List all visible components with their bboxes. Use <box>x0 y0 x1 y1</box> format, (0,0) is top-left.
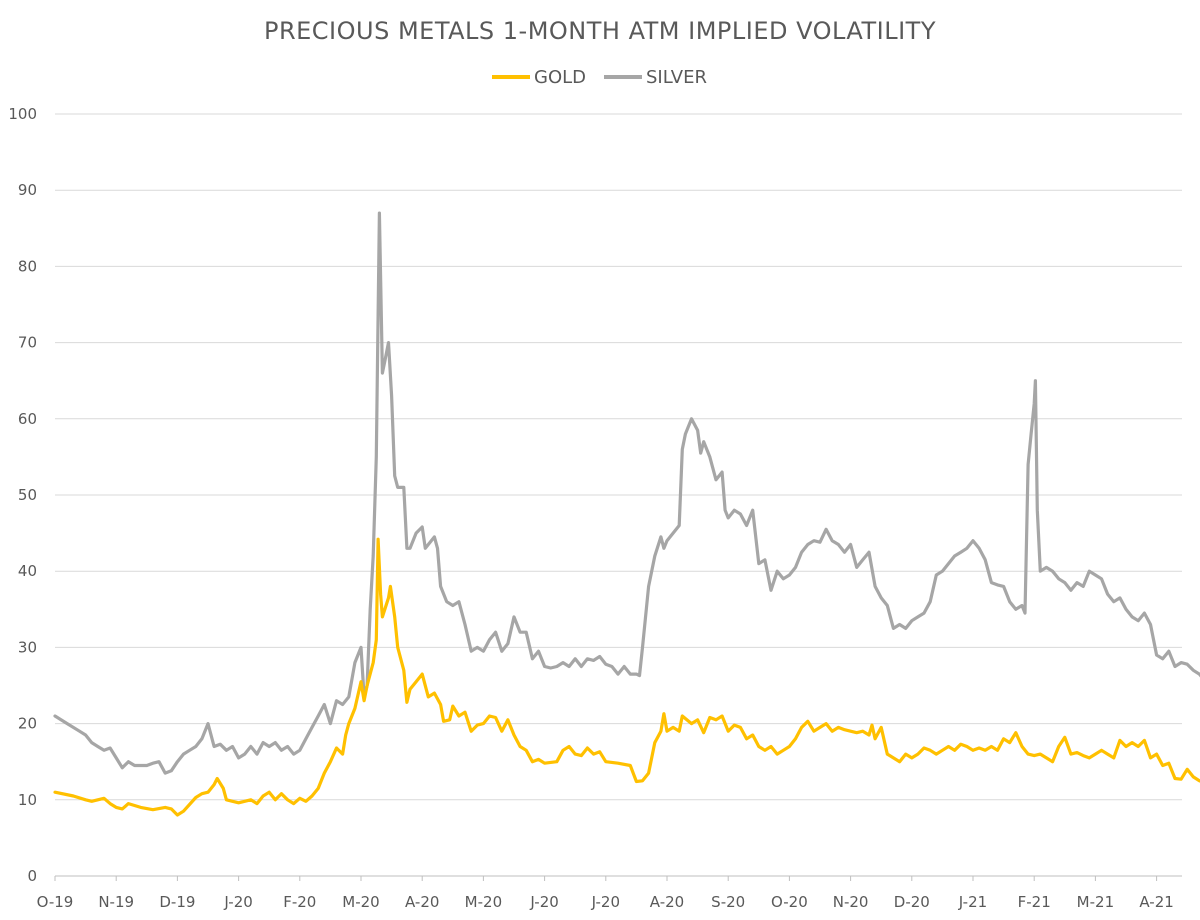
legend-label-silver: SILVER <box>646 67 707 88</box>
x-tick-label: N-20 <box>833 893 869 911</box>
y-axis: 0 10 20 30 40 50 60 70 80 90 100 <box>8 105 37 885</box>
x-tick-label: S-20 <box>711 893 745 911</box>
y-tick-label: 90 <box>18 181 37 199</box>
legend-label-gold: GOLD <box>534 67 586 88</box>
x-tick-label: O-20 <box>771 893 808 911</box>
x-tick-label: D-20 <box>894 893 930 911</box>
x-tick-label: O-19 <box>37 893 74 911</box>
y-tick-label: 50 <box>18 486 37 504</box>
x-tick-label: F-21 <box>1018 893 1051 911</box>
y-tick-label: 20 <box>18 715 37 733</box>
y-tick-label: 0 <box>27 867 37 885</box>
y-tick-label: 30 <box>18 638 37 656</box>
x-tick-label: A-20 <box>405 893 439 911</box>
x-tick-label: M-21 <box>1077 893 1114 911</box>
y-tick-label: 60 <box>18 410 37 428</box>
y-tick-label: 100 <box>8 105 37 123</box>
y-tick-label: 70 <box>18 334 37 352</box>
x-tick-label: J-20 <box>223 893 252 911</box>
x-tick-label: D-19 <box>159 893 195 911</box>
series-line-gold <box>53 537 1200 817</box>
x-tick-label: A-21 <box>1139 893 1173 911</box>
x-tick-label: F-20 <box>283 893 316 911</box>
chart-title: PRECIOUS METALS 1-MONTH ATM IMPLIED VOLA… <box>264 17 936 45</box>
y-tick-label: 40 <box>18 562 37 580</box>
x-tick-label: J-20 <box>591 893 620 911</box>
x-tick-label: J-21 <box>958 893 987 911</box>
x-tick-label: M-20 <box>465 893 502 911</box>
x-tick-label: N-19 <box>98 893 134 911</box>
y-tick-label: 80 <box>18 257 37 275</box>
x-tick-label: M-20 <box>342 893 379 911</box>
x-axis: O-19 N-19 D-19 J-20 F-20 M-20 A-20 M-20 J-20 J-20… <box>37 876 1174 911</box>
y-tick-label: 10 <box>18 791 37 809</box>
chart-legend: GOLD SILVER <box>492 67 707 88</box>
x-tick-label: J-20 <box>529 893 558 911</box>
gridlines <box>55 113 1182 877</box>
series-line-silver <box>53 211 1200 775</box>
plot-area <box>53 211 1200 817</box>
x-tick-label: A-20 <box>650 893 684 911</box>
